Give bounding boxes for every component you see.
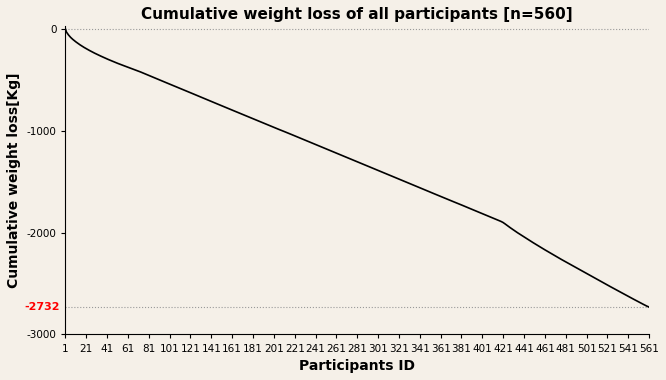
Title: Cumulative weight loss of all participants [n=560]: Cumulative weight loss of all participan… [141, 7, 573, 22]
X-axis label: Participants ID: Participants ID [299, 359, 416, 373]
Text: -2732: -2732 [24, 302, 59, 312]
Y-axis label: Cumulative weight loss[Kg]: Cumulative weight loss[Kg] [7, 73, 21, 288]
